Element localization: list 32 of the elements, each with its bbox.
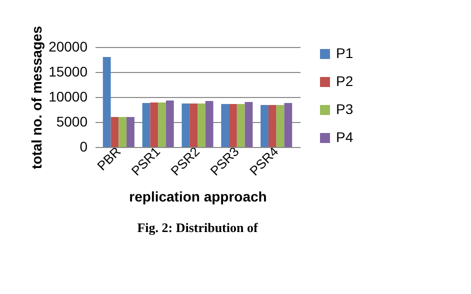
bar <box>190 104 198 147</box>
bar <box>150 102 158 147</box>
legend-label: P1 <box>336 45 354 61</box>
x-axis-title: replication approach <box>129 188 267 204</box>
y-tick-label: 5000 <box>56 114 88 130</box>
bar <box>260 105 268 147</box>
y-tick-label: 0 <box>80 138 88 154</box>
y-tick-label: 20000 <box>48 38 88 54</box>
bar <box>268 105 276 147</box>
bar <box>276 105 284 147</box>
bar <box>126 117 134 147</box>
bar <box>118 117 127 147</box>
legend-label: P2 <box>336 73 354 89</box>
bar <box>205 101 214 147</box>
bar <box>110 117 119 147</box>
bar <box>236 104 245 147</box>
bar <box>166 100 174 147</box>
y-tick-label: 10000 <box>48 88 88 104</box>
y-axis-title: total no. of messages <box>28 26 45 170</box>
bar <box>142 103 150 147</box>
bar <box>198 104 206 147</box>
bar <box>221 104 230 147</box>
legend-label: P3 <box>336 101 354 117</box>
caption: Fig. 2: Distribution of <box>137 220 258 235</box>
bar <box>244 102 253 147</box>
bar <box>182 104 190 147</box>
bar <box>102 57 111 147</box>
bar <box>158 102 166 147</box>
y-tick-label: 15000 <box>48 64 88 80</box>
bar <box>229 104 237 147</box>
bar <box>284 103 292 147</box>
legend-label: P4 <box>336 129 354 145</box>
